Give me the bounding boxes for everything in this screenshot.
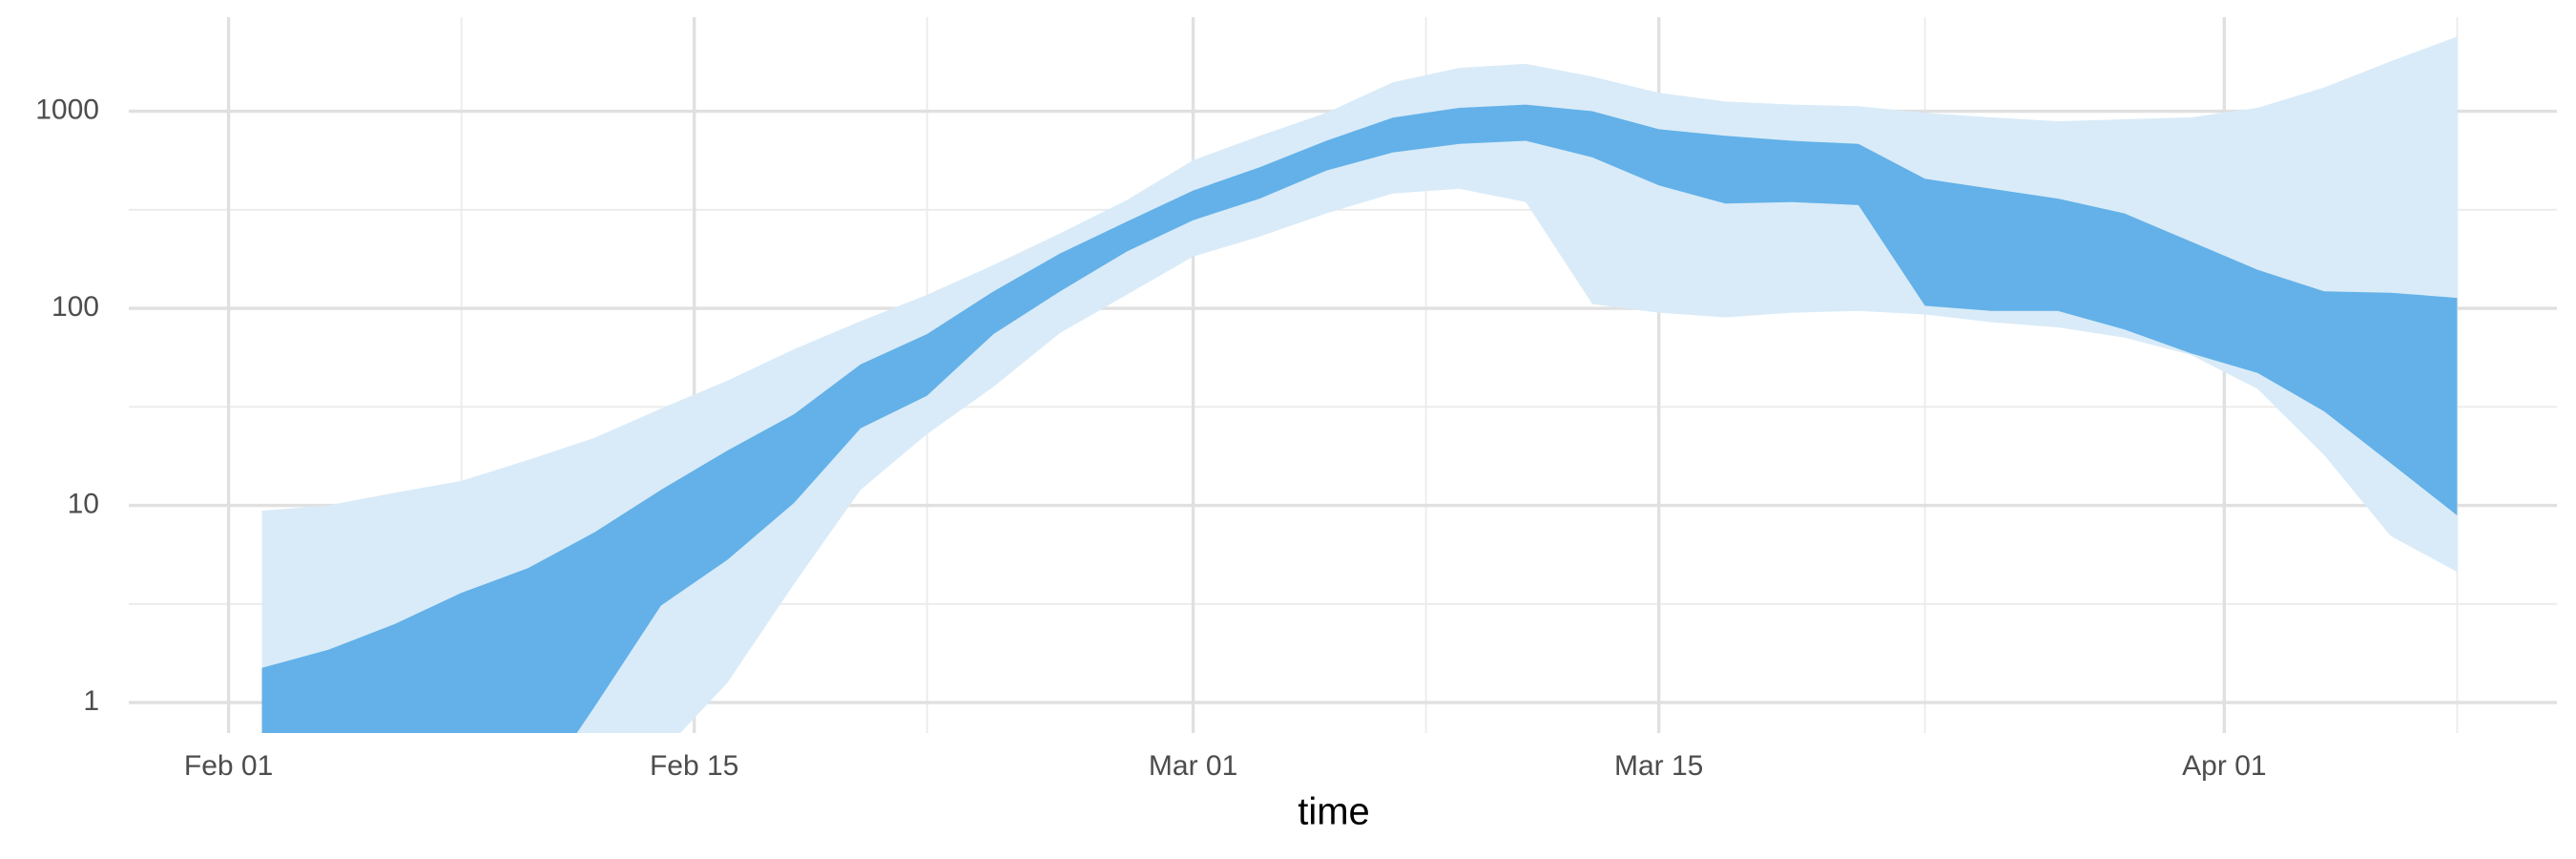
plot-area [261,36,2458,733]
y-tick-label: 10 [68,488,99,519]
axis-labels: 1 10 100 1000 Feb 01 Feb 15 Mar 01 Mar 15 Apr 01 [35,94,2266,781]
x-tick-label: Feb 15 [650,750,738,782]
x-tick-label: Apr 01 [2182,750,2266,782]
x-tick-label: Mar 01 [1149,750,1237,782]
x-tick-label: Mar 15 [1614,750,1703,782]
y-tick-label: 1000 [35,94,99,125]
x-axis-title: time [1298,791,1370,833]
x-tick-label: Feb 01 [184,750,273,782]
y-tick-label: 100 [52,291,99,323]
y-tick-label: 1 [83,685,99,717]
band [261,104,2458,733]
